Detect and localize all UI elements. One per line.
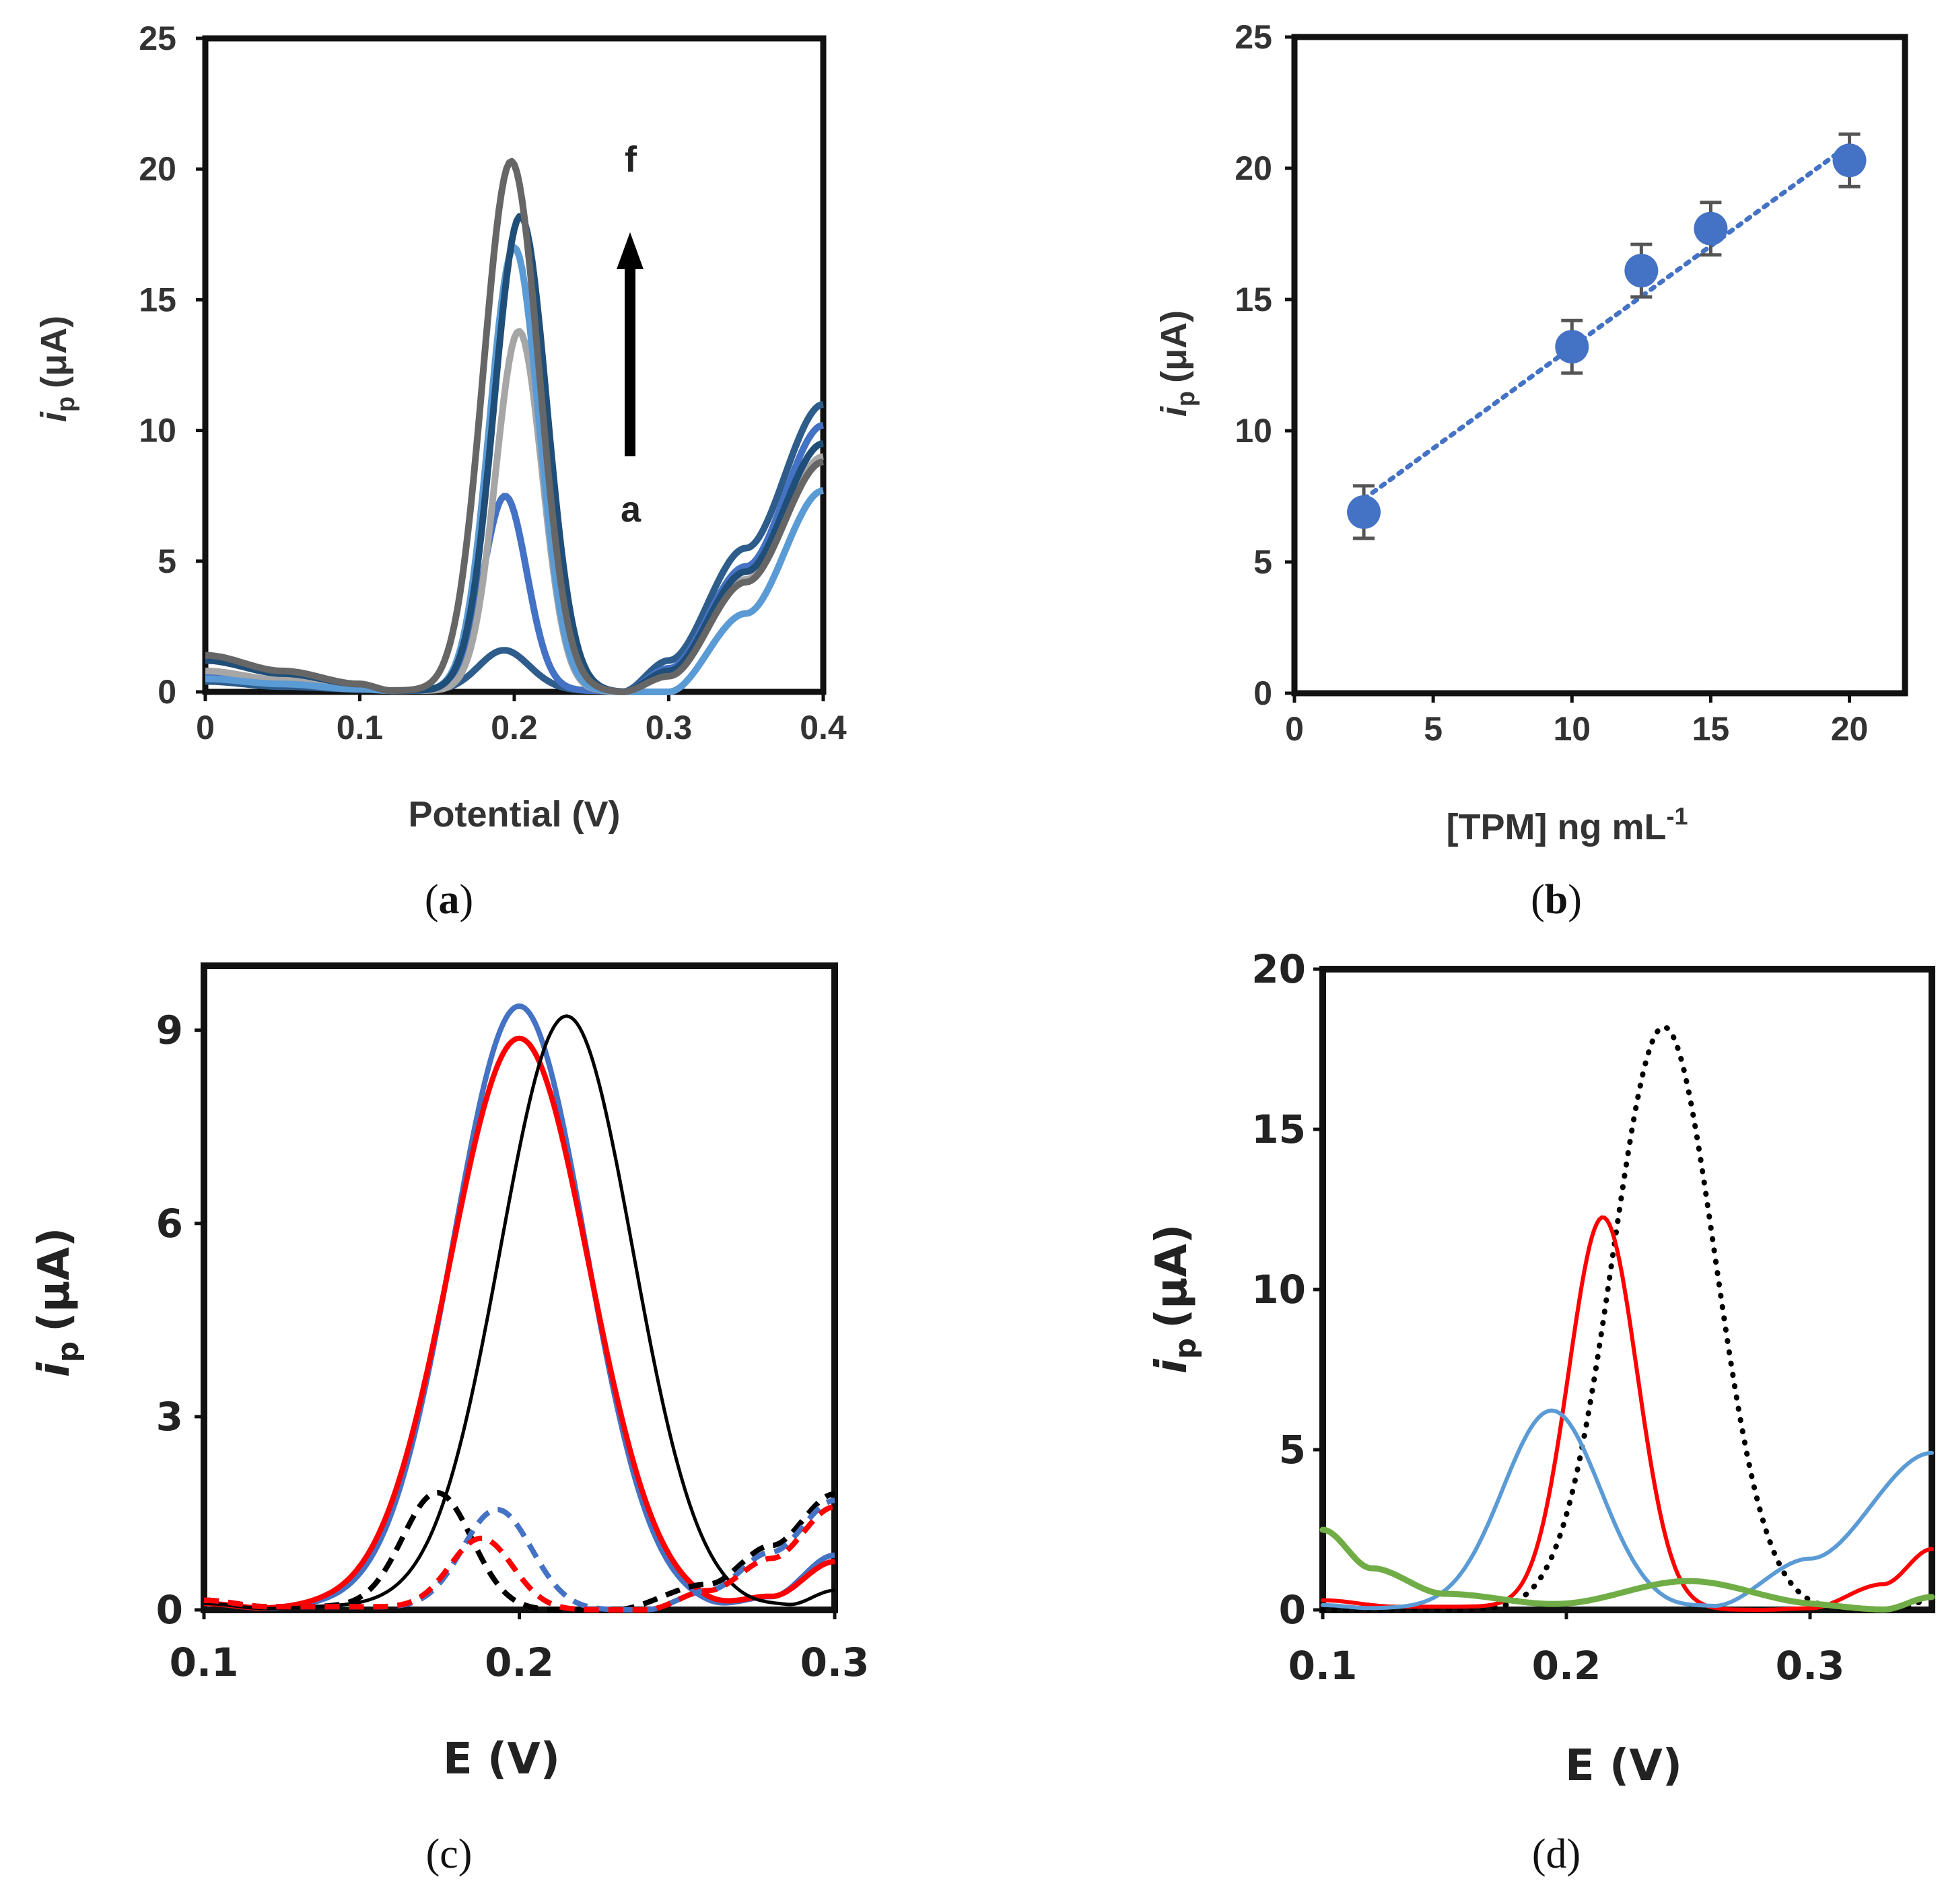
panel-c-y-tick-0: 0 (156, 1587, 183, 1633)
panel-a-series (204, 157, 825, 695)
panel-b-chart: 0 5 10 15 20 25 0 5 10 15 20 [TPM] ng mL-1 ip(μA)… (1154, 18, 1908, 923)
panel-d-y-tick-5: 5 (1279, 1427, 1306, 1473)
panel-a-x-tick-0.1: 0.1 (337, 709, 384, 746)
panel-a-annotation-f: f (625, 139, 637, 180)
panel-d-y-tick-15: 15 (1251, 1106, 1306, 1152)
panel-c-chart: 0 3 6 9 0.1 0.2 0.3 E (V) ip(μA) (c) (30, 962, 870, 1877)
panel-d-line-light-blue-solid (1321, 1408, 1934, 1611)
panel-c-y-tick-3: 3 (156, 1394, 183, 1440)
panel-a-x-tick-0.2: 0.2 (491, 709, 538, 746)
panel-a-y-axis-label: ip(μA) (34, 316, 80, 422)
panel-d-line-green-solid (1319, 1526, 1935, 1613)
panel-c-series (203, 1003, 835, 1613)
panel-a-x-axis-label: Potential (V) (408, 794, 620, 835)
panel-c-line-red-dashed (203, 1504, 835, 1613)
panel-c-y-axis-label: ip(μA) (30, 1228, 85, 1378)
panel-a-x-ticks: 0 0.1 0.2 0.3 0.4 (196, 692, 847, 746)
panel-d-label: (d) (1532, 1831, 1581, 1877)
panel-b-x-tick-20: 20 (1831, 710, 1869, 748)
panel-b-point-2 (1624, 254, 1659, 288)
panel-c-label: (c) (426, 1831, 473, 1877)
panel-d-y-tick-10: 10 (1251, 1267, 1306, 1312)
panel-b-y-tick-0: 0 (1253, 674, 1272, 712)
panel-d-y-tick-20: 20 (1251, 946, 1306, 992)
panel-b-y-ticks: 0 5 10 15 20 25 (1235, 18, 1294, 712)
panel-b-x-ticks: 0 5 10 15 20 (1285, 693, 1868, 748)
panel-c-y-tick-6: 6 (156, 1201, 183, 1246)
panel-a-y-tick-10: 10 (139, 412, 176, 450)
panel-c-x-tick-0.2: 0.2 (485, 1639, 554, 1685)
panel-a-y-ticks: 0 5 10 15 20 25 (139, 20, 205, 711)
panel-a-x-tick-0.4: 0.4 (800, 709, 847, 746)
panel-d-x-tick-0.2: 0.2 (1532, 1643, 1601, 1689)
panel-b-x-tick-10: 10 (1553, 710, 1591, 748)
panel-b-point-1 (1555, 330, 1589, 364)
panel-a-y-tick-5: 5 (158, 542, 176, 580)
panel-b-y-tick-5: 5 (1253, 543, 1272, 581)
panel-d-chart: 0 5 10 15 20 0.1 0.2 0.3 E (V) ip(μA) (d) (1147, 946, 1935, 1877)
panel-c-x-ticks: 0.1 0.2 0.3 (170, 1610, 870, 1685)
panel-d-x-tick-0.1: 0.1 (1288, 1643, 1358, 1689)
panel-d-y-axis-label: ip(μA) (1147, 1224, 1203, 1374)
panel-a-y-tick-20: 20 (139, 150, 176, 188)
panel-b-series (1347, 132, 1867, 540)
panel-d-y-tick-0: 0 (1279, 1587, 1306, 1633)
panel-a-x-tick-0.3: 0.3 (646, 709, 693, 746)
panel-b-x-tick-15: 15 (1692, 710, 1730, 748)
panel-b-trendline (1361, 142, 1852, 501)
panel-c-line-red-solid (203, 1035, 835, 1611)
panel-a-line-d (204, 244, 825, 695)
panel-c-line-blue-dashed (203, 1497, 835, 1613)
panel-a-y-tick-15: 15 (139, 281, 176, 318)
panel-a-line-a (204, 400, 825, 695)
panel-b-y-axis-label: ip(μA) (1154, 310, 1200, 417)
panel-d-x-tick-0.3: 0.3 (1776, 1643, 1845, 1689)
panel-a-x-tick-0: 0 (196, 709, 215, 746)
panel-a-y-tick-0: 0 (158, 673, 176, 711)
panel-d-series (1319, 1024, 1935, 1613)
panel-a-trend-arrow-head (617, 232, 644, 269)
panel-a-annotation-a: a (621, 489, 641, 530)
panel-b-y-tick-25: 25 (1235, 18, 1272, 56)
panel-b-plot-frame (1291, 34, 1908, 697)
panel-b-point-4 (1832, 143, 1867, 178)
panel-d-x-axis-label: E (V) (1565, 1741, 1682, 1791)
panel-c-x-axis-label: E (V) (443, 1734, 560, 1784)
panel-b-label: (b) (1531, 877, 1582, 923)
panel-b-x-tick-5: 5 (1424, 710, 1443, 748)
panel-d-x-ticks: 0.1 0.2 0.3 (1288, 1610, 1845, 1689)
panel-d-y-ticks: 0 5 10 15 20 (1251, 946, 1323, 1633)
panel-c-y-tick-9: 9 (156, 1008, 183, 1053)
panel-b-x-axis-label: [TPM] ng mL-1 (1447, 802, 1688, 847)
panel-a-y-tick-25: 25 (139, 20, 176, 57)
panel-b-y-tick-10: 10 (1235, 412, 1272, 450)
panel-c-y-ticks: 0 3 6 9 (156, 1008, 204, 1633)
panel-b-y-tick-15: 15 (1235, 281, 1272, 318)
panel-b-point-0 (1347, 495, 1381, 529)
panel-d-plot-frame (1319, 966, 1935, 1613)
panel-a-line-f (204, 157, 825, 695)
panel-c-plot-frame (201, 962, 838, 1613)
panel-b-x-tick-0: 0 (1285, 710, 1304, 748)
panel-c-x-tick-0.1: 0.1 (170, 1639, 239, 1685)
panel-c-x-tick-0.3: 0.3 (800, 1639, 870, 1685)
panel-b-point-3 (1694, 211, 1728, 246)
panel-b-y-tick-20: 20 (1235, 149, 1272, 187)
panel-c-line-black-solid (203, 1014, 835, 1611)
panel-c-line-blue-solid (203, 1003, 835, 1611)
panel-a-chart: 0 5 10 15 20 25 0 0.1 0.2 0.3 0.4 Potential (V) i… (34, 20, 847, 923)
panel-a-label: (a) (425, 877, 473, 923)
